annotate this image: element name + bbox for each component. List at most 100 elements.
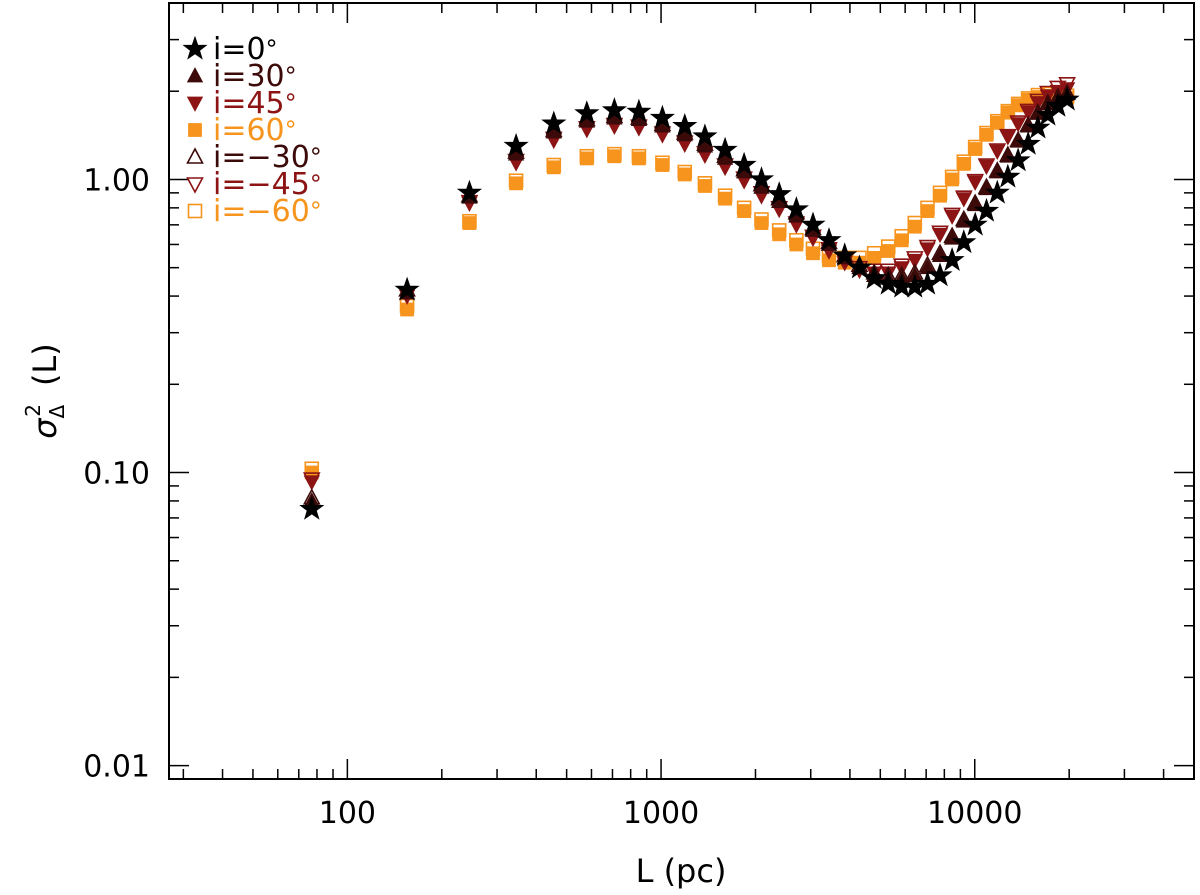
legend-label: i=0 <box>213 32 266 67</box>
data-point <box>299 495 325 520</box>
data-point <box>672 112 698 137</box>
data-point <box>951 229 977 254</box>
data-point <box>456 179 483 204</box>
data-point <box>954 190 973 207</box>
data-point <box>789 232 804 248</box>
data-point <box>400 302 414 317</box>
data-point <box>1029 93 1047 111</box>
data-point <box>988 161 1007 178</box>
legend-marker <box>188 123 202 137</box>
data-point <box>677 164 693 180</box>
x-tick-label: 10000 <box>927 796 1022 831</box>
legend-degree-mark <box>312 147 320 155</box>
legend-label: i=−60 <box>213 194 310 229</box>
data-point <box>736 200 752 216</box>
data-point <box>754 212 769 227</box>
data-point <box>601 97 627 122</box>
data-point <box>649 104 675 129</box>
legend-entry: i=−60 <box>187 194 320 229</box>
data-point <box>717 188 733 204</box>
axis-ticks <box>169 2 1195 780</box>
data-point <box>607 146 622 162</box>
data-point <box>718 191 732 206</box>
series-i30-points <box>303 84 1076 508</box>
data-point <box>943 207 961 225</box>
plot-frame <box>168 2 1195 780</box>
data-point <box>966 193 984 210</box>
data-point <box>574 100 600 125</box>
data-point <box>995 163 1021 188</box>
data-point <box>546 157 562 173</box>
data-point <box>920 204 935 218</box>
data-point <box>1005 147 1031 172</box>
data-point <box>800 211 826 236</box>
data-point <box>771 223 787 238</box>
y-tick-label: 1.00 <box>83 163 150 198</box>
y-axis-title-sup: 2 <box>21 404 45 417</box>
data-point <box>462 213 477 229</box>
legend-degree-mark <box>312 174 320 182</box>
legend-label: i=−45 <box>213 167 310 202</box>
data-point <box>962 211 988 236</box>
data-point <box>737 204 752 218</box>
data-point <box>927 262 953 287</box>
legend-marker <box>187 203 203 219</box>
y-axis-title: σΔ2 (L) <box>21 343 69 439</box>
data-point <box>999 128 1017 146</box>
y-axis-title-symbol: σ <box>26 417 64 439</box>
data-point <box>1048 80 1067 98</box>
data-point <box>979 125 994 141</box>
legend-entry: i=0 <box>182 32 276 67</box>
data-point <box>989 113 1005 129</box>
series-i0-points <box>299 86 1080 520</box>
legend-marker <box>186 177 204 194</box>
data-point <box>772 227 787 242</box>
data-point <box>579 148 595 164</box>
data-point <box>907 215 923 231</box>
data-point <box>999 145 1017 162</box>
data-point <box>1009 130 1027 148</box>
data-points <box>299 77 1080 520</box>
legend-entry: i=30 <box>186 59 295 94</box>
data-point <box>944 169 960 185</box>
legend-label: i=30 <box>213 59 285 94</box>
data-point <box>1058 77 1076 94</box>
data-point <box>867 250 882 265</box>
data-point <box>832 242 858 267</box>
data-point <box>541 110 567 135</box>
data-point <box>754 216 769 230</box>
data-point <box>712 136 738 161</box>
data-point <box>655 155 670 171</box>
data-point <box>892 258 911 275</box>
legend: i=0i=30i=45i=60i=−30i=−45i=−60 <box>182 32 320 229</box>
data-point <box>933 188 947 203</box>
data-point <box>931 243 949 261</box>
legend-marker <box>186 147 204 164</box>
legend-entry: i=45 <box>186 86 295 121</box>
data-point <box>1025 114 1051 139</box>
legend-label: i=60 <box>213 113 285 148</box>
data-point <box>846 254 873 279</box>
data-point <box>875 270 901 295</box>
data-point <box>783 196 809 221</box>
data-point <box>881 244 896 258</box>
data-point <box>954 209 973 227</box>
data-point <box>631 148 647 164</box>
data-point <box>806 246 820 261</box>
legend-entry: i=60 <box>188 113 295 148</box>
data-point <box>816 227 842 251</box>
legend-marker <box>186 96 204 112</box>
legend-marker <box>186 67 204 83</box>
series-i-30-points <box>302 83 1076 505</box>
data-point <box>1038 85 1057 103</box>
legend-degree-mark <box>267 39 276 47</box>
y-axis-title-arg: (L) <box>26 343 64 386</box>
data-point <box>766 181 792 205</box>
data-point <box>861 265 887 289</box>
legend-degree-mark <box>286 93 295 101</box>
data-point <box>905 251 924 268</box>
legend-degree-mark <box>286 66 295 74</box>
data-point <box>967 139 983 155</box>
legend-entry: i=−30 <box>186 140 320 175</box>
